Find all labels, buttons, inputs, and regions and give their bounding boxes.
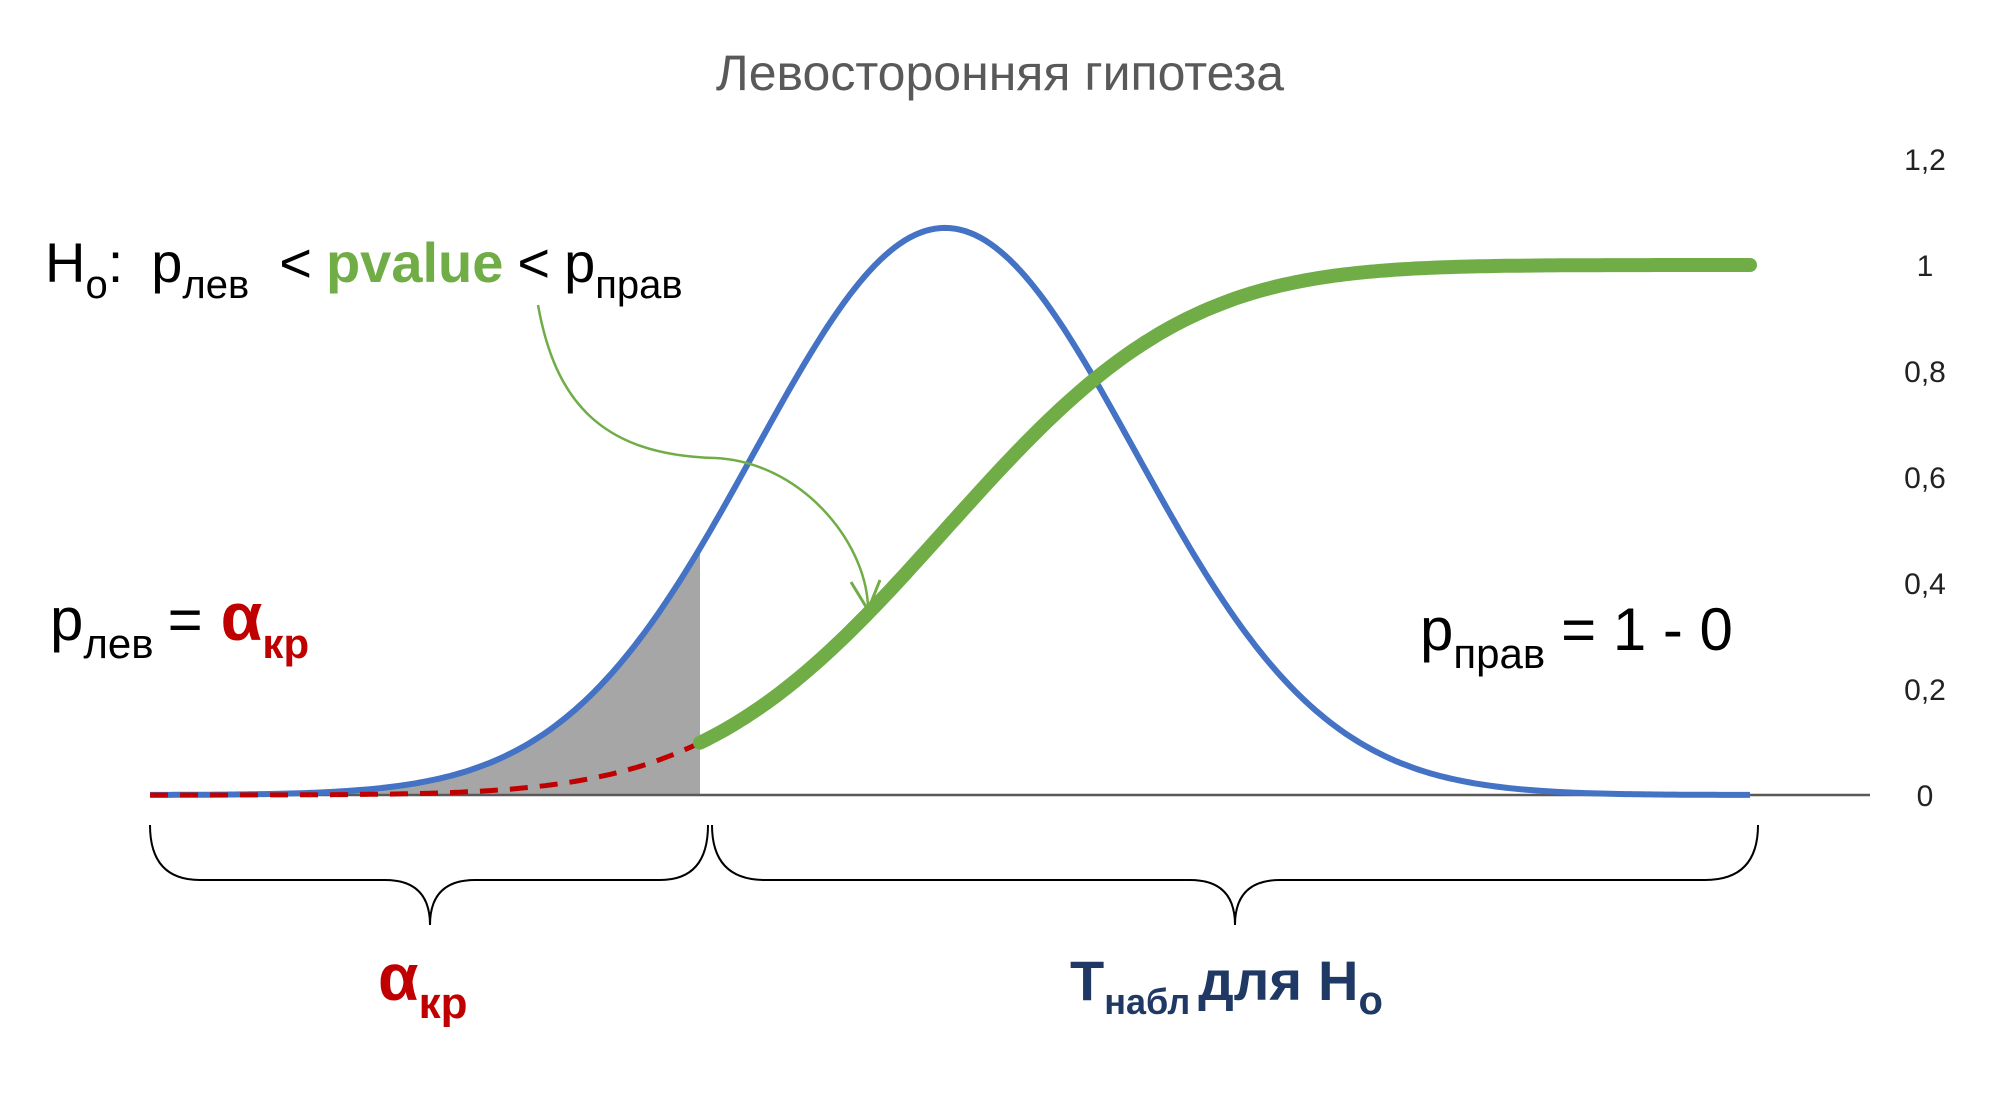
y-tick-label: 0,6 <box>1904 462 1946 495</box>
formula-lev-subscript: лев <box>182 263 249 307</box>
y-tick-label: 1,2 <box>1904 144 1946 177</box>
brace-alpha-symbol: α <box>378 940 419 1014</box>
y-tick-label: 0 <box>1917 780 1934 813</box>
cdf-curve-alpha-part <box>150 740 702 798</box>
brace-label-t-observed: Tнабл для Ho <box>1070 949 1383 1023</box>
formula-colon: : <box>108 231 124 294</box>
equals-sign: = <box>168 586 203 653</box>
formula-pvalue: pvalue <box>326 231 503 294</box>
h-subscript: o <box>1358 979 1382 1023</box>
y-axis-ticks: 1,2 1 0,8 0,6 0,4 0,2 0 <box>1904 144 1946 813</box>
hypothesis-formula: Ho: pлев < pvalue < pправ <box>45 231 683 307</box>
cdf-curve-green <box>693 258 1757 750</box>
right-brace <box>711 824 1759 926</box>
formula-p-right: p <box>564 231 595 294</box>
alpha-symbol: α <box>221 579 263 655</box>
formula-p-left: p <box>151 231 182 294</box>
brace-kr-subscript: кр <box>419 979 468 1028</box>
nabl-subscript: набл <box>1104 981 1190 1022</box>
p-left-equals-alpha: pлев = αкр <box>50 579 309 667</box>
y-tick-label: 1 <box>1917 250 1934 283</box>
p-right-equals-one-minus-zero: pправ = 1 - 0 <box>1420 596 1733 677</box>
brace-label-alpha: αкр <box>378 940 467 1028</box>
critical-region-shading <box>150 548 700 795</box>
formula-prav-subscript: прав <box>595 263 682 307</box>
density-curve <box>150 224 1750 798</box>
p-right-symbol: p <box>1420 596 1453 663</box>
p-left-symbol: p <box>50 586 83 653</box>
arrow-head-icon <box>849 579 882 614</box>
y-tick-label: 0,8 <box>1904 356 1946 389</box>
formula-h: H <box>45 231 85 294</box>
y-tick-label: 0,2 <box>1904 674 1946 707</box>
dlya-word: для <box>1198 949 1302 1012</box>
y-tick-label: 0,4 <box>1904 568 1946 601</box>
formula-h-subscript: o <box>85 263 107 307</box>
lev-subscript: лев <box>83 620 153 667</box>
diagram-title: Левосторонняя гипотеза <box>716 45 1284 101</box>
left-brace <box>149 824 709 926</box>
one-minus-zero: = 1 - 0 <box>1561 596 1733 663</box>
prav-subscript: прав <box>1453 630 1545 677</box>
pvalue-arrow <box>536 304 870 607</box>
h-symbol: H <box>1318 949 1358 1012</box>
t-symbol: T <box>1070 949 1104 1012</box>
formula-less-than: < <box>279 231 312 294</box>
kr-subscript: кр <box>262 620 309 667</box>
formula-less-than: < <box>517 231 550 294</box>
